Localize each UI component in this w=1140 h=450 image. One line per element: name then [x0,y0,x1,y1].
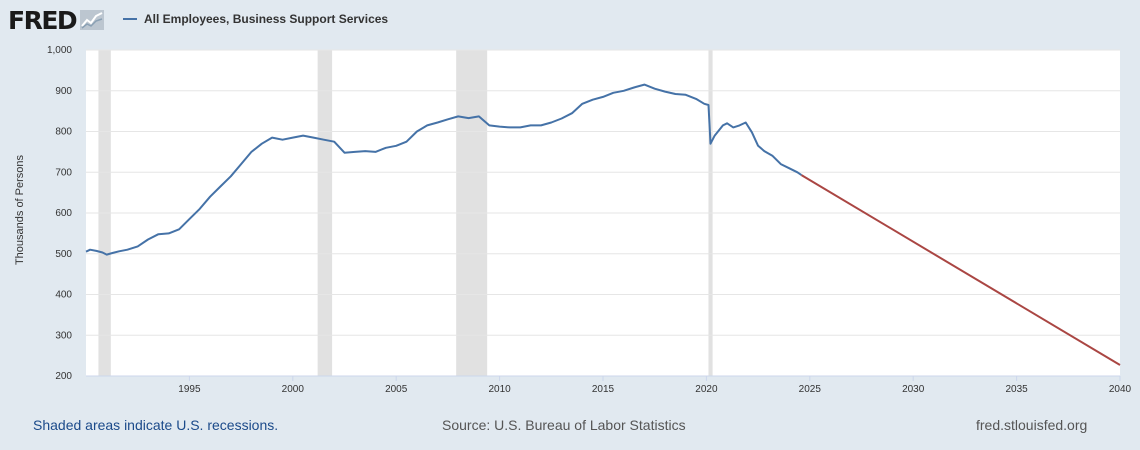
x-tick-label: 2025 [799,384,822,395]
y-tick-label: 800 [55,127,72,138]
x-tick-label: 2010 [488,384,511,395]
y-tick-label: 600 [55,208,72,219]
source-text: Source: U.S. Bureau of Labor Statistics [442,417,686,433]
y-tick-label: 700 [55,167,72,178]
y-tick-label: 400 [55,290,72,301]
fred-logo[interactable]: FRED [8,5,105,35]
fred-logo-text: FRED [8,5,78,35]
chart-spark-icon [80,10,105,30]
chart-legend: All Employees, Business Support Services [123,12,388,26]
series-line-employees [85,83,803,256]
y-tick-label: 500 [55,249,72,260]
x-tick-label: 2005 [385,384,408,395]
trend-line [800,174,1121,366]
x-tick-label: 2000 [282,384,305,395]
x-tick-label: 2030 [902,384,925,395]
y-tick-label: 300 [55,330,72,341]
y-tick-label: 200 [55,371,72,382]
y-tick-label: 900 [55,86,72,97]
recession-note-link[interactable]: Shaded areas indicate U.S. recessions. [33,417,279,433]
line-chart: 200 300 400 500 600 700 800 900 1,000 1995 2000 20… [47,45,1132,395]
legend-swatch [123,18,137,20]
x-tick-label: 2035 [1005,384,1028,395]
x-tick-label: 2015 [592,384,615,395]
x-tick-label: 2020 [695,384,718,395]
x-tick-label: 1995 [178,384,201,395]
y-tick-label: 1,000 [47,45,72,56]
site-link[interactable]: fred.stlouisfed.org [976,417,1088,433]
x-tick-label: 2040 [1109,384,1132,395]
legend-label: All Employees, Business Support Services [144,12,389,26]
